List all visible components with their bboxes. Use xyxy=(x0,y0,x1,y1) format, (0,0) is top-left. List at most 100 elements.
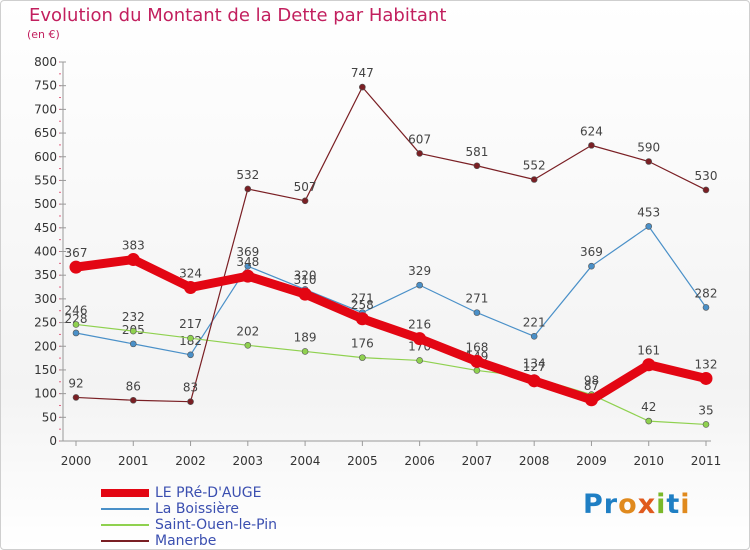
data-label-le-pr-d-auge: 348 xyxy=(236,255,259,269)
data-label-saint-ouen-le-pin: 246 xyxy=(65,303,88,317)
series-line-manerbe xyxy=(75,86,707,403)
data-point-manerbe xyxy=(416,150,423,157)
data-point-le-pr-d-auge xyxy=(584,393,598,407)
data-point-saint-ouen-le-pin xyxy=(473,367,481,374)
data-point-le-pr-d-auge xyxy=(413,332,427,346)
x-tick-label: 2001 xyxy=(118,454,149,468)
data-point-la-boissi-re xyxy=(588,262,595,270)
data-label-saint-ouen-le-pin: 232 xyxy=(122,310,145,324)
data-label-le-pr-d-auge: 324 xyxy=(179,267,202,281)
series-line-le-pr-d-auge xyxy=(71,255,711,405)
data-point-la-boissi-re xyxy=(416,281,423,289)
data-label-manerbe: 530 xyxy=(695,169,718,183)
data-label-le-pr-d-auge: 310 xyxy=(294,273,317,287)
y-tick-label: 400 xyxy=(34,245,57,259)
y-tick-label: 150 xyxy=(34,363,57,377)
data-point-manerbe xyxy=(702,186,710,194)
data-point-saint-ouen-le-pin xyxy=(416,357,423,364)
y-tick-label: 650 xyxy=(34,126,57,140)
data-label-manerbe: 552 xyxy=(523,158,546,172)
x-tick-label: 2002 xyxy=(175,454,206,468)
legend-item: La Boissière xyxy=(101,501,341,517)
x-tick-label: 2004 xyxy=(290,454,321,468)
y-tick-label: 50 xyxy=(42,410,57,424)
data-point-le-pr-d-auge xyxy=(527,374,541,388)
data-point-saint-ouen-le-pin xyxy=(359,354,366,361)
data-label-le-pr-d-auge: 168 xyxy=(465,340,488,354)
data-label-manerbe: 590 xyxy=(637,140,660,154)
y-tick-label: 500 xyxy=(34,197,57,211)
y-tick-label: 100 xyxy=(34,387,57,401)
data-point-le-pr-d-auge xyxy=(355,312,369,326)
chart-subtitle: (en €) xyxy=(27,28,60,41)
series-line-saint-ouen-le-pin xyxy=(75,323,707,426)
x-tick-label: 2005 xyxy=(347,454,378,468)
data-point-le-pr-d-auge xyxy=(241,269,255,283)
data-label-la-boissi-re: 271 xyxy=(351,292,374,306)
data-label-saint-ouen-le-pin: 217 xyxy=(179,317,202,331)
data-point-la-boissi-re xyxy=(244,262,252,270)
data-point-le-pr-d-auge xyxy=(470,354,484,368)
y-tick-label: 0 xyxy=(49,434,57,448)
data-label-saint-ouen-le-pin: 202 xyxy=(236,324,259,338)
data-label-manerbe: 607 xyxy=(408,132,431,146)
data-label-manerbe: 532 xyxy=(236,168,259,182)
data-point-la-boissi-re xyxy=(645,223,653,230)
x-tick-label: 2009 xyxy=(576,454,607,468)
data-label-le-pr-d-auge: 258 xyxy=(351,298,374,312)
series-line-la-boissi-re xyxy=(75,225,707,356)
legend: LE PRé-D'AUGE La Boissière Saint-Ouen-le… xyxy=(101,485,341,549)
legend-item: Manerbe xyxy=(101,533,341,549)
data-point-saint-ouen-le-pin xyxy=(187,334,194,342)
data-point-manerbe xyxy=(301,197,309,205)
data-point-la-boissi-re xyxy=(129,340,137,348)
data-label-le-pr-d-auge: 216 xyxy=(408,318,431,332)
data-label-manerbe: 92 xyxy=(68,376,83,390)
data-label-manerbe: 581 xyxy=(465,145,488,159)
data-label-manerbe: 86 xyxy=(126,379,141,393)
data-label-saint-ouen-le-pin: 189 xyxy=(294,330,317,344)
legend-swatch-saint-ouen-le-pin xyxy=(101,524,149,526)
data-point-manerbe xyxy=(645,158,653,165)
data-point-manerbe xyxy=(72,394,80,401)
x-tick-label: 2003 xyxy=(233,454,264,468)
data-point-manerbe xyxy=(588,142,595,149)
data-label-le-pr-d-auge: 87 xyxy=(584,379,599,393)
data-label-manerbe: 507 xyxy=(294,180,317,194)
data-label-manerbe: 624 xyxy=(580,124,603,138)
data-label-saint-ouen-le-pin: 176 xyxy=(351,337,374,351)
data-label-la-boissi-re: 329 xyxy=(408,264,431,278)
data-label-le-pr-d-auge: 383 xyxy=(122,239,145,253)
legend-label: Saint-Ouen-le-Pin xyxy=(155,517,278,533)
data-label-saint-ouen-le-pin: 98 xyxy=(584,374,599,388)
x-tick-label: 2011 xyxy=(691,454,722,468)
data-point-la-boissi-re xyxy=(702,304,710,311)
data-point-la-boissi-re xyxy=(530,333,538,340)
y-tick-label: 200 xyxy=(34,339,57,353)
data-label-saint-ouen-le-pin: 35 xyxy=(698,403,713,417)
legend-item: LE PRé-D'AUGE xyxy=(101,485,341,501)
legend-swatch-le-pre-d-auge xyxy=(101,489,149,497)
data-point-saint-ouen-le-pin xyxy=(72,321,80,328)
y-tick-label: 300 xyxy=(34,292,57,306)
y-tick-label: 800 xyxy=(34,55,57,69)
data-label-la-boissi-re: 369 xyxy=(580,245,603,259)
legend-label: LE PRé-D'AUGE xyxy=(155,485,262,501)
y-tick-label: 750 xyxy=(34,79,57,93)
y-tick-label: 550 xyxy=(34,173,57,187)
data-point-manerbe xyxy=(473,162,481,170)
data-label-manerbe: 747 xyxy=(351,66,374,80)
data-label-la-boissi-re: 320 xyxy=(294,268,317,282)
data-point-la-boissi-re xyxy=(72,329,80,337)
data-point-le-pr-d-auge xyxy=(69,260,83,274)
legend-item: Saint-Ouen-le-Pin xyxy=(101,517,341,533)
x-tick-label: 2010 xyxy=(633,454,664,468)
data-point-le-pr-d-auge xyxy=(184,281,198,295)
data-label-la-boissi-re: 228 xyxy=(65,312,88,326)
data-label-le-pr-d-auge: 127 xyxy=(523,360,546,374)
data-label-saint-ouen-le-pin: 42 xyxy=(641,400,656,414)
data-point-saint-ouen-le-pin xyxy=(702,421,710,428)
data-label-la-boissi-re: 453 xyxy=(637,205,660,219)
